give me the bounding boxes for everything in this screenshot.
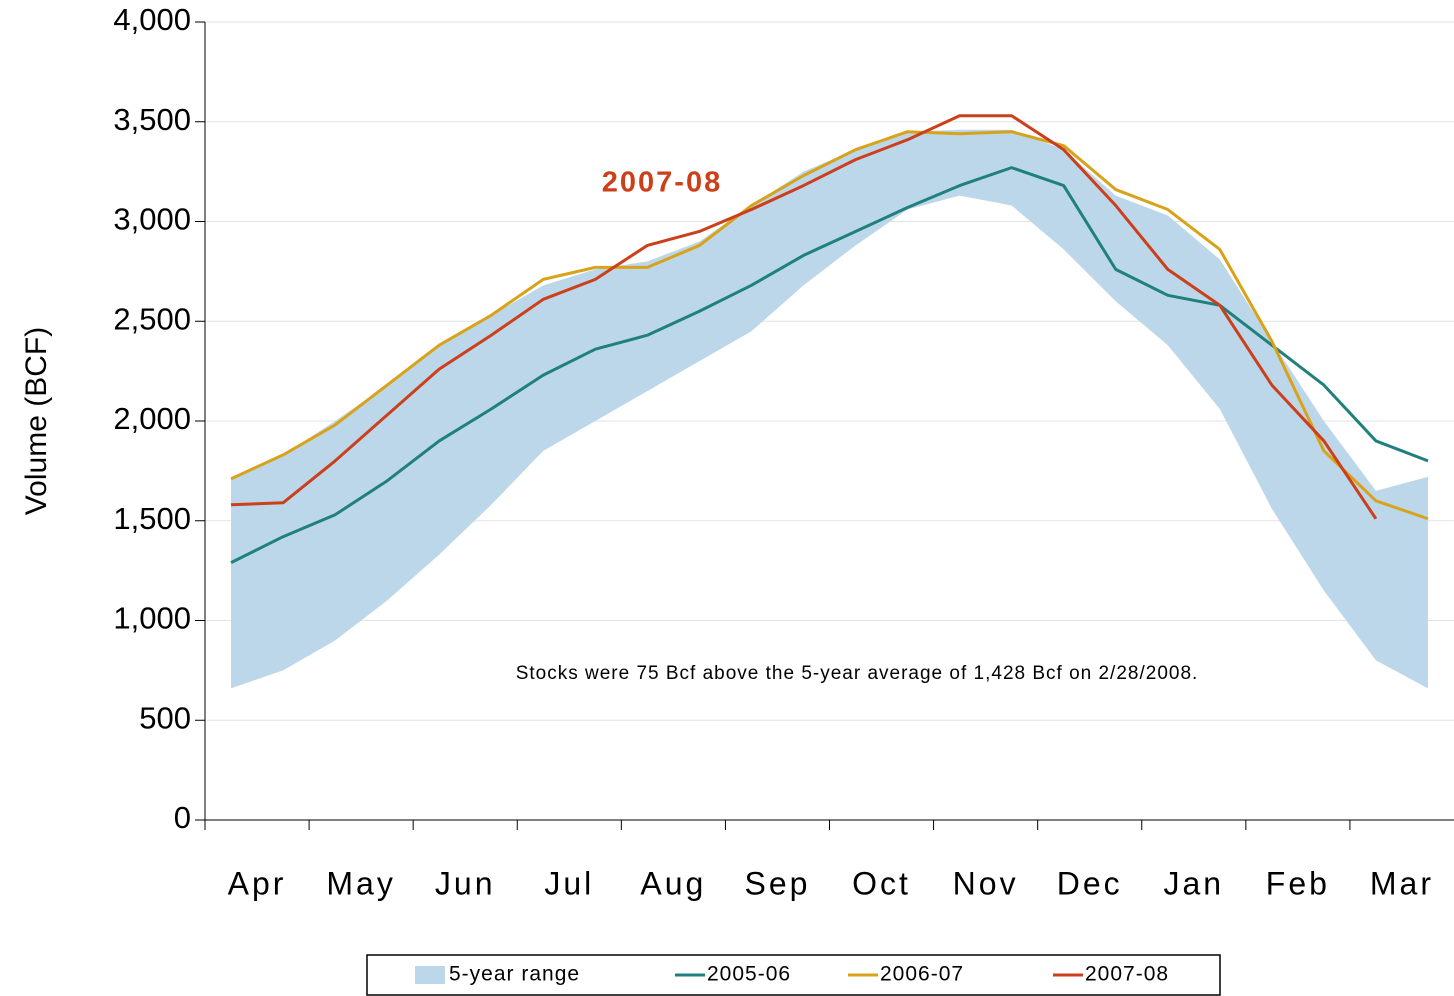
series-line xyxy=(230,114,1378,520)
x-tick-label: Nov xyxy=(953,865,1019,901)
x-tick-label: Aug xyxy=(640,865,706,901)
legend-label: 5-year range xyxy=(449,963,580,986)
y-tick-label: 1,500 xyxy=(113,501,191,536)
x-tick-label: Mar xyxy=(1370,865,1434,901)
y-tick-label: 4,000 xyxy=(113,2,191,37)
x-tick-label: Dec xyxy=(1057,865,1123,901)
x-tick-label: May xyxy=(326,865,395,901)
y-axis-label: Volume (BCF) xyxy=(20,327,53,515)
y-tick-label: 3,000 xyxy=(113,202,191,237)
series-line xyxy=(230,166,1429,564)
y-tick-label: 2,500 xyxy=(113,301,191,336)
range-area xyxy=(231,129,1428,689)
y-tick-label: 3,500 xyxy=(113,102,191,137)
note-annotation: Stocks were 75 Bcf above the 5-year aver… xyxy=(516,663,1199,684)
x-tick-label: Sep xyxy=(744,865,810,901)
y-tick-label: 1,000 xyxy=(113,601,191,636)
y-tick-label: 500 xyxy=(139,700,191,735)
series-annotation: 2007-08 xyxy=(602,167,722,199)
x-tick-label: Feb xyxy=(1266,865,1330,901)
series-line xyxy=(230,130,1429,521)
x-tick-label: Apr xyxy=(228,865,287,901)
legend-label: 2007-08 xyxy=(1085,963,1169,986)
legend-label: 2006-07 xyxy=(880,963,964,986)
x-tick-label: Jan xyxy=(1163,865,1224,901)
x-tick-label: Jun xyxy=(435,865,496,901)
legend-swatch xyxy=(415,966,445,984)
y-tick-label: 0 xyxy=(174,800,191,835)
legend-label: 2005-06 xyxy=(707,963,791,986)
y-tick-label: 2,000 xyxy=(113,401,191,436)
x-tick-label: Oct xyxy=(852,865,911,901)
x-tick-label: Jul xyxy=(544,865,594,901)
